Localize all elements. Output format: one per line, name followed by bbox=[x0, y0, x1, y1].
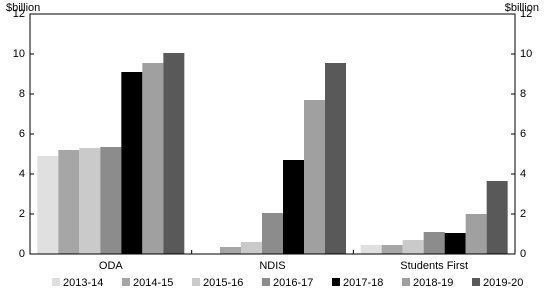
y-tick-label: 10 bbox=[13, 48, 25, 60]
y-tick-label: 2 bbox=[19, 208, 25, 220]
legend-swatch bbox=[122, 278, 130, 286]
bar bbox=[402, 240, 424, 254]
y2-tick-label: 10 bbox=[520, 48, 532, 60]
x-tick-label: Students First bbox=[400, 260, 468, 272]
legend-label: 2019-20 bbox=[483, 277, 523, 289]
legend-swatch bbox=[332, 278, 340, 286]
bar bbox=[381, 245, 403, 254]
bar bbox=[79, 148, 101, 254]
y2-tick-label: 4 bbox=[520, 168, 526, 180]
bar bbox=[465, 214, 487, 254]
legend-swatch bbox=[262, 278, 270, 286]
legend-label: 2016-17 bbox=[273, 277, 313, 289]
x-tick-label: NDIS bbox=[259, 260, 285, 272]
x-tick-label: ODA bbox=[99, 260, 124, 272]
legend-label: 2018-19 bbox=[413, 277, 453, 289]
bar bbox=[486, 181, 508, 254]
bar bbox=[142, 63, 164, 254]
y2-tick-label: 6 bbox=[520, 128, 526, 140]
legend-label: 2013-14 bbox=[63, 277, 103, 289]
bar bbox=[304, 100, 325, 254]
bar bbox=[100, 147, 122, 254]
bar bbox=[220, 247, 241, 254]
y-tick-label: 6 bbox=[19, 128, 25, 140]
bar bbox=[121, 72, 143, 254]
y-tick-label: 12 bbox=[13, 8, 25, 20]
legend-label: 2015-16 bbox=[203, 277, 243, 289]
y-tick-label: 8 bbox=[19, 88, 25, 100]
y2-tick-label: 2 bbox=[520, 208, 526, 220]
bar bbox=[37, 156, 59, 254]
bar bbox=[283, 160, 304, 254]
legend-swatch bbox=[472, 278, 480, 286]
y2-tick-label: 0 bbox=[520, 248, 526, 260]
y2-tick-label: 8 bbox=[520, 88, 526, 100]
legend-swatch bbox=[402, 278, 410, 286]
bar bbox=[360, 245, 382, 254]
bar bbox=[423, 232, 445, 254]
bar bbox=[444, 233, 466, 254]
legend-label: 2017-18 bbox=[343, 277, 383, 289]
y-tick-label: 4 bbox=[19, 168, 25, 180]
legend-swatch bbox=[192, 278, 200, 286]
bar bbox=[325, 63, 346, 254]
legend-swatch bbox=[52, 278, 60, 286]
legend-label: 2014-15 bbox=[133, 277, 173, 289]
bar bbox=[163, 53, 185, 254]
bar bbox=[58, 150, 80, 254]
y2-tick-label: 12 bbox=[520, 8, 532, 20]
y-axis-label: $billion bbox=[6, 2, 40, 14]
y2-axis-label: $billion bbox=[505, 2, 539, 14]
y-tick-label: 0 bbox=[19, 248, 25, 260]
bar bbox=[262, 213, 283, 254]
bar bbox=[241, 242, 262, 254]
